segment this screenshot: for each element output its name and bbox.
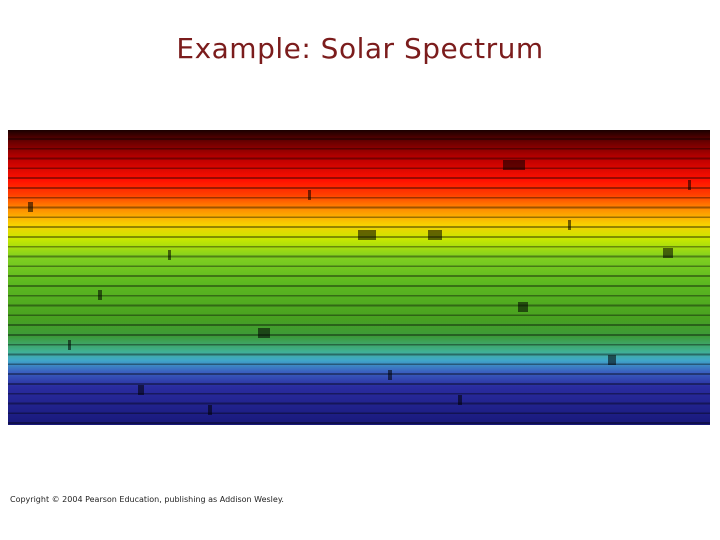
absorption-line (688, 180, 691, 190)
absorption-line (458, 395, 462, 405)
absorption-line (258, 328, 270, 338)
absorption-lines (28, 160, 691, 415)
absorption-line (308, 190, 311, 200)
spectrum-image (8, 130, 710, 425)
copyright-footer: Copyright © 2004 Pearson Education, publ… (10, 495, 284, 504)
absorption-line (168, 250, 171, 260)
absorption-line (568, 220, 571, 230)
absorption-line (388, 370, 392, 380)
absorption-line (358, 230, 376, 240)
absorption-line (98, 290, 102, 300)
absorption-line (518, 302, 528, 312)
absorption-line (68, 340, 71, 350)
absorption-line (208, 405, 212, 415)
absorption-line (428, 230, 442, 240)
absorption-line (138, 385, 144, 395)
absorption-line (503, 160, 525, 170)
absorption-line (608, 355, 616, 365)
absorption-line (663, 248, 673, 258)
absorption-line (28, 202, 33, 212)
line-group (28, 160, 691, 415)
slide-title: Example: Solar Spectrum (176, 32, 544, 65)
